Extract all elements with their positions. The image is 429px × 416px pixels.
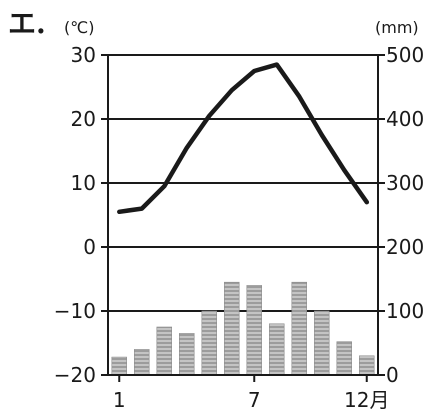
x-tick-label: 1 (113, 388, 126, 412)
precipitation-bar-4 (179, 333, 195, 376)
right-tick-label: 200 (386, 235, 424, 259)
x-tick-label: 12月 (344, 388, 389, 412)
right-tick-label: 0 (386, 363, 399, 387)
precipitation-bar-12 (359, 355, 375, 376)
left-tick-label: 0 (83, 235, 96, 259)
right-tick-label: 300 (386, 171, 424, 195)
temperature-line (117, 62, 370, 215)
left-tick-label: 30 (71, 43, 96, 67)
right-axis-unit: (mm) (375, 18, 419, 37)
plot-frame (107, 54, 379, 376)
precipitation-bar-3 (156, 326, 172, 376)
precipitation-bar-6 (224, 281, 240, 376)
right-tick-label: 100 (386, 299, 424, 323)
precipitation-bar-11 (336, 341, 352, 376)
gridlines (108, 118, 378, 312)
precipitation-bar-2 (134, 349, 150, 376)
precipitation-bars (111, 281, 375, 376)
precipitation-bar-1 (111, 356, 127, 376)
left-tick-label: −10 (54, 299, 96, 323)
precipitation-bar-8 (269, 323, 285, 376)
left-tick-label: 20 (71, 107, 96, 131)
right-tick-label: 500 (386, 43, 424, 67)
right-tick-label: 400 (386, 107, 424, 131)
precipitation-bar-9 (291, 281, 307, 376)
axis-ticks (101, 54, 385, 382)
left-axis-unit: (℃) (64, 18, 94, 37)
left-tick-label: −20 (54, 363, 96, 387)
left-tick-label: 10 (71, 171, 96, 195)
precipitation-bar-7 (246, 285, 262, 376)
precipitation-bar-10 (314, 310, 330, 376)
x-tick-label: 7 (248, 388, 261, 412)
panel-label: エ. (8, 7, 46, 40)
precipitation-bar-5 (201, 310, 217, 376)
